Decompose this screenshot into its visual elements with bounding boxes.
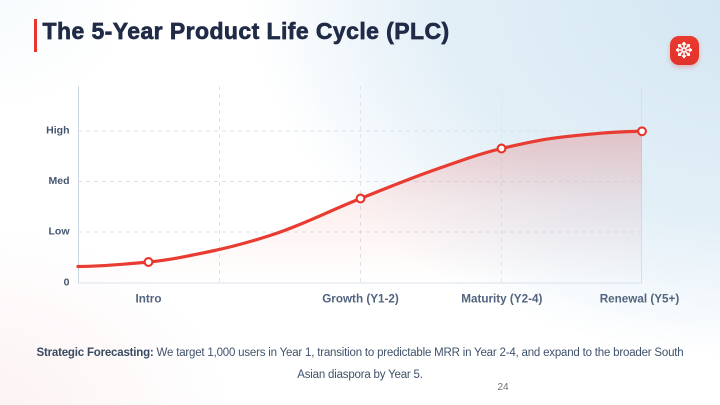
svg-text:Maturity (Y2-4): Maturity (Y2-4)	[461, 293, 542, 306]
svg-text:Med: Med	[49, 175, 70, 187]
svg-text:Growth (Y1-2): Growth (Y1-2)	[322, 293, 399, 306]
svg-text:Low: Low	[49, 226, 71, 238]
svg-text:High: High	[46, 125, 69, 137]
svg-text:Intro: Intro	[136, 293, 162, 306]
svg-text:0: 0	[64, 277, 70, 289]
svg-text:Renewal (Y5+): Renewal (Y5+)	[600, 293, 680, 306]
